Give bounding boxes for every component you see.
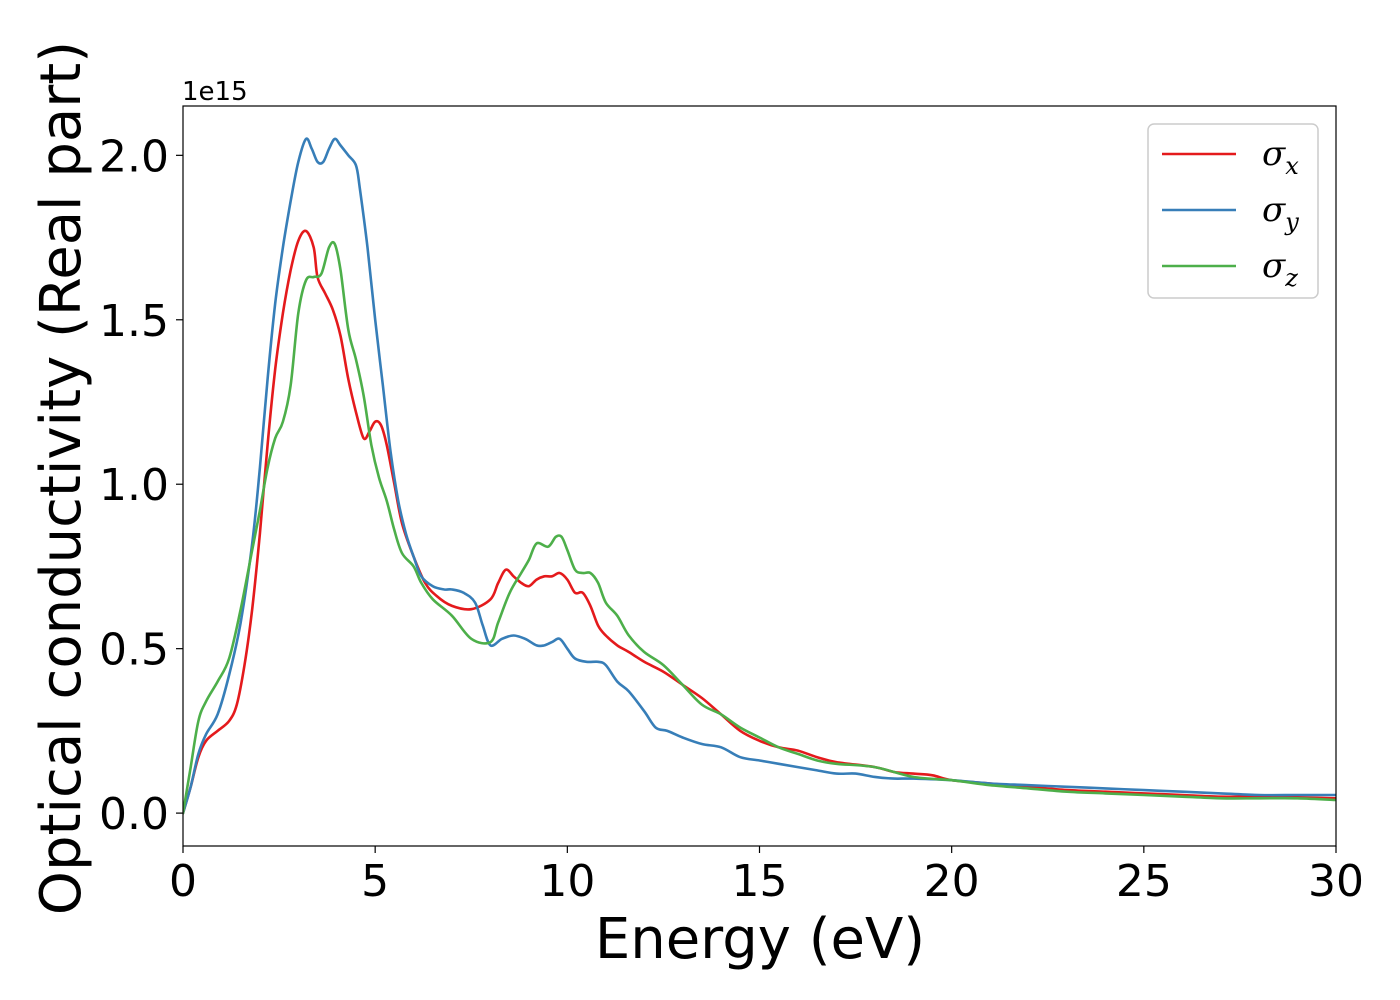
y-axis-title: Optical conductivity (Real part) — [29, 41, 94, 915]
x-tick-label: 0 — [169, 856, 197, 907]
y-axis-offset-label: 1e15 — [182, 77, 248, 107]
axes-layer: 0 5 10 15 20 25 30 0.0 0.5 1.0 1.5 2.0 — [99, 105, 1364, 907]
x-tick-label: 15 — [732, 856, 788, 907]
legend-label-y: σy — [1262, 190, 1299, 236]
plot-layer — [183, 137, 1336, 815]
x-tick-label: 5 — [361, 856, 389, 907]
y-tick-label: 0.5 — [99, 625, 169, 676]
y-tick-label: 0.0 — [99, 789, 169, 840]
legend-label-z: σz — [1262, 246, 1298, 292]
legend: σx σy σz — [1147, 123, 1319, 299]
series-line-sigma-x — [183, 229, 1336, 815]
x-tick-label: 10 — [539, 856, 595, 907]
x-tick-label: 30 — [1308, 856, 1364, 907]
series-line-sigma-z — [183, 240, 1336, 815]
x-axis-title: Energy (eV) — [595, 907, 925, 972]
legend-label-x: σx — [1262, 134, 1299, 180]
x-tick-label: 25 — [1116, 856, 1172, 907]
series-line-sigma-y — [183, 137, 1336, 815]
x-tick-label: 20 — [924, 856, 980, 907]
y-tick-label: 2.0 — [99, 131, 169, 182]
y-tick-label: 1.5 — [99, 296, 169, 347]
y-tick-label: 1.0 — [99, 460, 169, 511]
